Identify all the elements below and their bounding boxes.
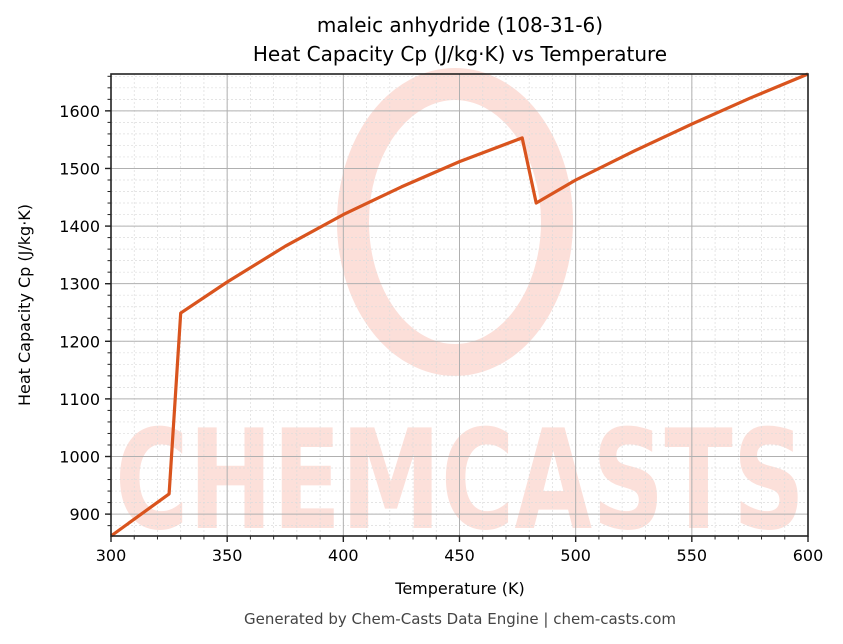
y-tick-label: 900 — [69, 505, 100, 524]
footer-credit: Generated by Chem-Casts Data Engine | ch… — [244, 610, 676, 628]
x-tick-label: 350 — [212, 546, 243, 565]
y-axis-tick-labels: 900 1000 1100 1200 1300 1400 1500 1600 — [59, 102, 100, 524]
chart-title: maleic anhydride (108-31-6) — [317, 13, 603, 37]
major-grid — [110, 74, 809, 536]
x-tick-label: 450 — [444, 546, 475, 565]
y-tick-label: 1000 — [59, 448, 100, 467]
chart-subtitle: Heat Capacity Cp (J/kg·K) vs Temperature — [253, 42, 667, 66]
x-tick-label: 550 — [677, 546, 708, 565]
cp-series-line — [110, 72, 809, 538]
y-tick-label: 1100 — [59, 390, 100, 409]
axis-ticks — [105, 75, 809, 542]
x-tick-label: 500 — [560, 546, 591, 565]
x-axis-label: Temperature (K) — [394, 579, 524, 598]
y-axis-label: Heat Capacity Cp (J/kg·K) — [15, 204, 34, 406]
x-tick-label: 600 — [793, 546, 824, 565]
watermark-ring-icon — [337, 68, 573, 376]
y-tick-label: 1400 — [59, 217, 100, 236]
x-axis-tick-labels: 300 350 400 450 500 550 600 — [96, 546, 824, 565]
y-tick-label: 1300 — [59, 275, 100, 294]
y-tick-label: 1200 — [59, 332, 100, 351]
x-tick-label: 400 — [328, 546, 359, 565]
y-tick-label: 1500 — [59, 159, 100, 178]
x-tick-label: 300 — [96, 546, 127, 565]
y-tick-label: 1600 — [59, 102, 100, 121]
